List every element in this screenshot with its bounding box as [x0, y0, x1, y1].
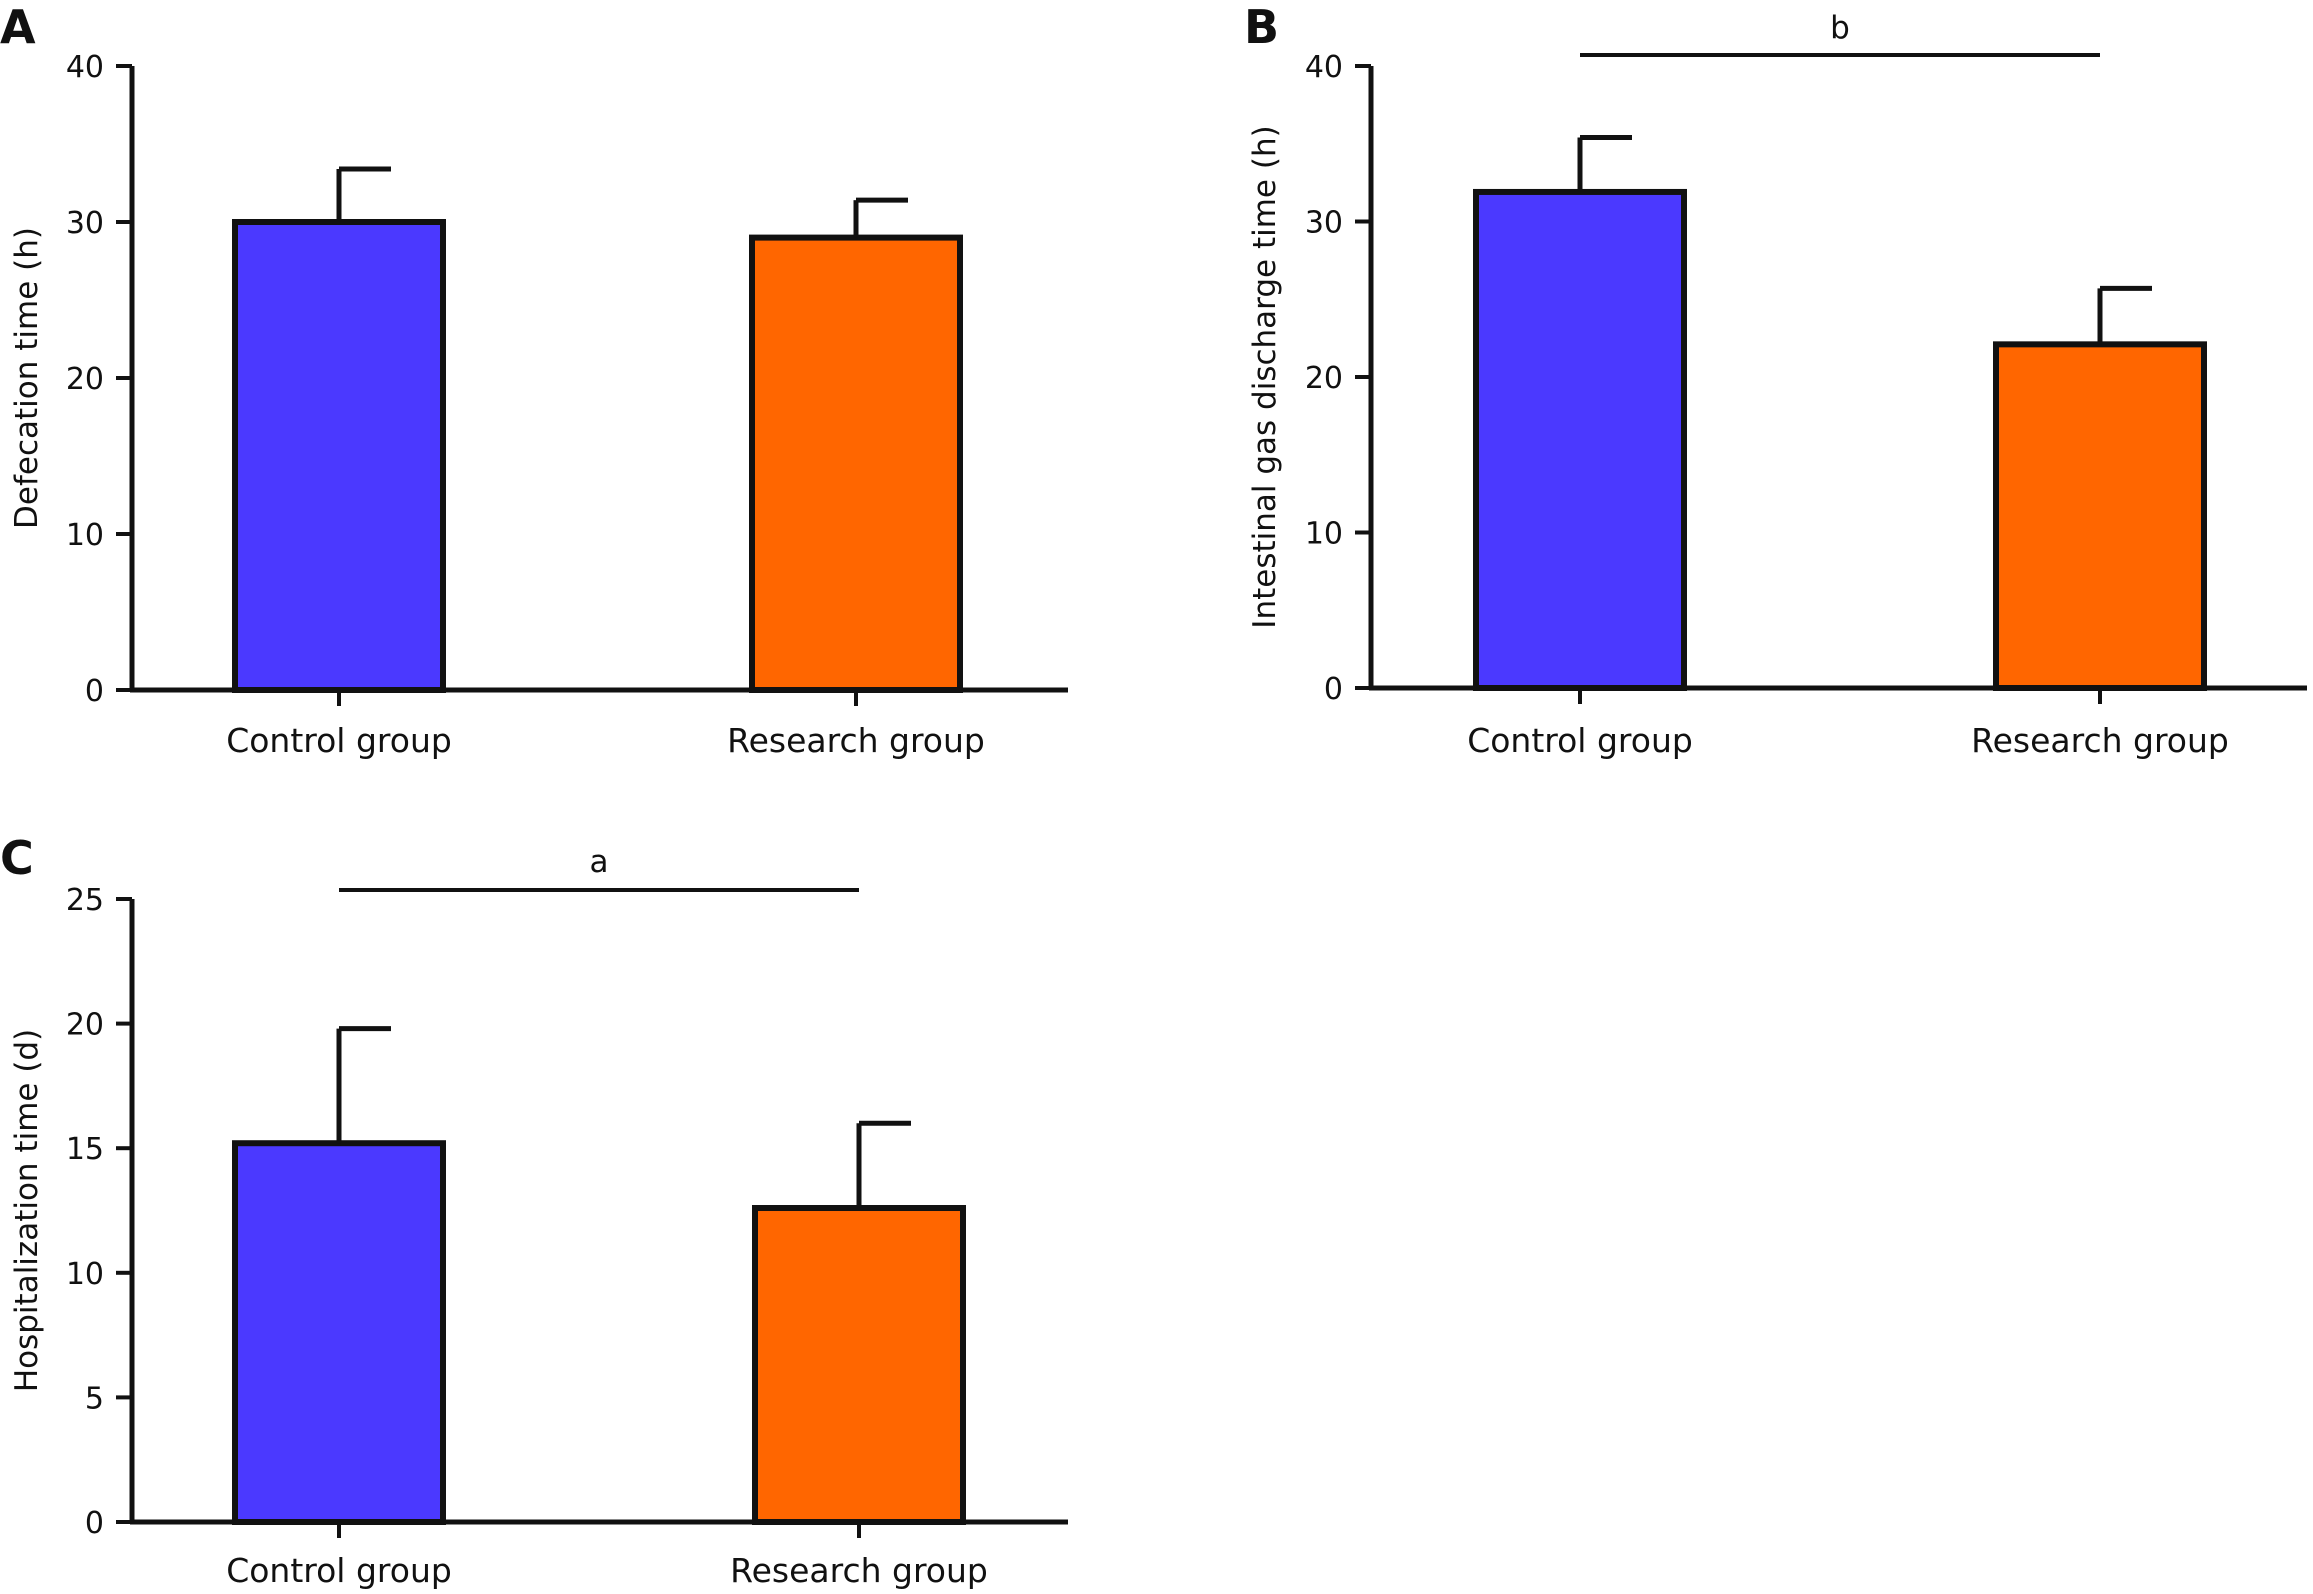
y-tick-label: 25 — [66, 883, 104, 918]
bar-control — [232, 219, 446, 693]
y-tick-label: 20 — [1305, 361, 1343, 396]
y-tick-label: 30 — [1305, 206, 1343, 241]
bar-research — [752, 1205, 966, 1526]
panel-label-a: A — [0, 0, 36, 54]
y-tick-label: 20 — [66, 362, 104, 397]
chart-panel-b: B Intestinal gas discharge time (h) 0 10 20 3… — [1244, 0, 2307, 760]
y-tick-label: 15 — [66, 1132, 104, 1167]
panel-label-c: C — [0, 831, 34, 885]
y-tick-label: 0 — [85, 1506, 104, 1541]
x-category-label: Research group — [730, 1551, 988, 1590]
y-tick-label: 0 — [1324, 672, 1343, 707]
y-tick-label: 10 — [66, 1257, 104, 1292]
panel-label-b: B — [1244, 0, 1279, 54]
y-tick-label: 5 — [85, 1381, 104, 1416]
bar-research — [749, 234, 963, 693]
x-category-label: Research group — [1971, 721, 2229, 760]
x-category-label: Control group — [226, 721, 452, 760]
y-axis-title: Hospitalization time (d) — [9, 1029, 45, 1392]
x-category-label: Control group — [226, 1551, 452, 1590]
chart-panel-c: C Hospitalization time (d) 0 5 10 15 20 25 Contr… — [0, 831, 1068, 1590]
bar-research — [1993, 341, 2207, 691]
significance-label: b — [1830, 10, 1850, 46]
y-tick-label: 10 — [1305, 517, 1343, 552]
y-tick-label: 0 — [85, 674, 104, 709]
bar-control — [1473, 188, 1687, 692]
y-tick-label: 30 — [66, 206, 104, 241]
bar-control — [232, 1140, 446, 1525]
y-axis-title: Intestinal gas discharge time (h) — [1247, 125, 1283, 628]
y-tick-label: 40 — [1305, 50, 1343, 85]
y-tick-label: 10 — [66, 518, 104, 553]
x-category-label: Research group — [727, 721, 985, 760]
y-axis-title: Defecation time (h) — [9, 227, 45, 529]
y-tick-label: 40 — [66, 50, 104, 85]
significance-label: a — [590, 844, 609, 880]
y-tick-label: 20 — [66, 1008, 104, 1043]
chart-panel-a: A Defecation time (h) 0 10 20 30 40 Control gro… — [0, 0, 1068, 760]
x-category-label: Control group — [1467, 721, 1693, 760]
